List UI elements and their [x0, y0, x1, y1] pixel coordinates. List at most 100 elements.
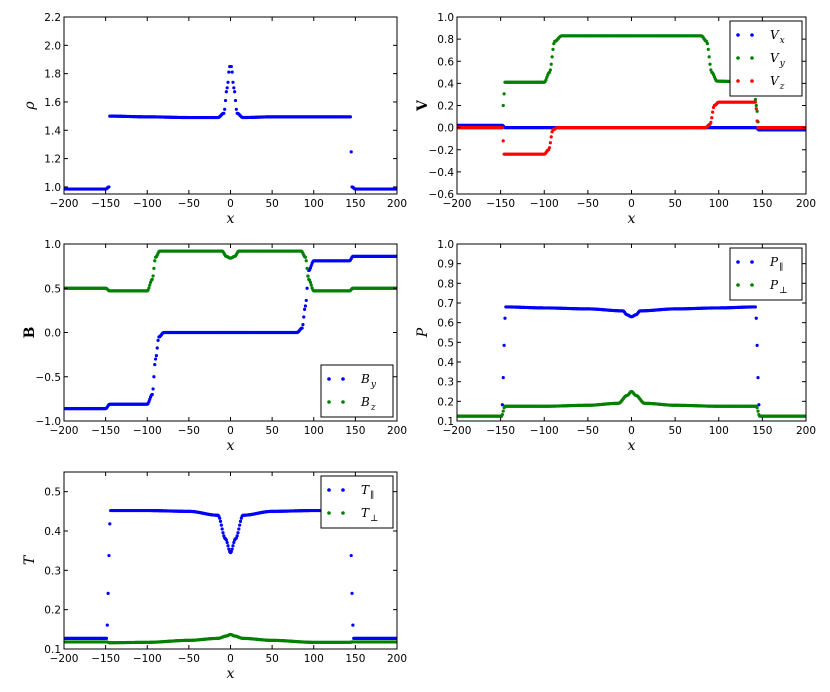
- data-point: [225, 540, 229, 545]
- x-tick-label: −150: [91, 653, 120, 665]
- legend-marker: [327, 511, 331, 515]
- x-tick-label: 100: [709, 425, 729, 437]
- y-tick-label: 0.5: [437, 337, 454, 349]
- y-tick-label: 1.0: [44, 239, 61, 251]
- legend-marker: [341, 377, 345, 381]
- data-point: [238, 523, 242, 527]
- y-tick-label: 0.3: [437, 377, 454, 389]
- data-point: [105, 623, 109, 627]
- data-point: [221, 531, 225, 535]
- data-point: [302, 307, 307, 312]
- series-2: [64, 632, 397, 645]
- data-point: [708, 62, 712, 66]
- chart-panel-3: −200 −150 −100 −50 0 50 100 150 200 −1.0 −0.5 0.0 0.…: [22, 239, 407, 454]
- x-axis-label: x: [227, 666, 235, 682]
- data-point: [235, 534, 239, 538]
- data-point: [707, 55, 711, 59]
- legend-marker: [341, 511, 345, 515]
- data-point: [226, 80, 230, 84]
- chart-panel-5: −200 −150 −100 −50 0 50 100 150 200 0.1 0.2 0.3 0.4 0…: [22, 471, 407, 682]
- x-tick-label: −200: [443, 425, 472, 437]
- x-tick-label: −100: [133, 425, 162, 437]
- legend-entry-2: P⊥: [736, 278, 788, 296]
- data-point: [551, 47, 555, 51]
- y-tick-label: 0.8: [437, 278, 454, 290]
- legend-label: P⊥: [769, 278, 788, 296]
- data-point: [756, 376, 760, 380]
- legend: By Bz: [320, 364, 394, 418]
- data-point: [349, 150, 353, 154]
- x-tick-label: 200: [387, 198, 407, 210]
- y-tick-label: 1.8: [44, 69, 61, 81]
- data-point: [225, 86, 229, 90]
- data-point: [754, 103, 758, 108]
- x-tick-label: 50: [668, 425, 681, 437]
- data-point: [548, 68, 552, 72]
- x-tick-label: 50: [265, 198, 278, 210]
- y-tick-label: 1.6: [44, 97, 61, 109]
- legend: P∥ P⊥: [729, 247, 803, 301]
- data-point: [151, 274, 155, 278]
- legend-marker: [750, 33, 754, 37]
- data-point: [147, 286, 151, 290]
- x-tick-label: 50: [265, 425, 278, 437]
- x-tick-label: −50: [178, 653, 200, 665]
- legend-entry-1: T∥: [327, 483, 374, 501]
- y-tick-label: 0.2: [44, 605, 61, 617]
- series-1: [64, 64, 397, 191]
- legend-marker: [327, 400, 331, 404]
- data-point: [104, 636, 109, 640]
- y-axis-label: V: [415, 99, 431, 112]
- x-tick-label: −200: [50, 653, 79, 665]
- x-tick-label: −200: [443, 198, 472, 210]
- x-axis-label: x: [628, 438, 636, 454]
- data-point: [218, 516, 222, 520]
- data-point: [755, 406, 759, 410]
- x-tick-label: 150: [345, 425, 365, 437]
- x-tick-label: 50: [668, 198, 681, 210]
- y-tick-label: 0.4: [44, 526, 61, 538]
- data-point: [152, 266, 156, 270]
- legend-label: P∥: [769, 255, 783, 273]
- y-tick-label: 0.5: [44, 487, 61, 499]
- data-point: [234, 107, 238, 111]
- y-tick-label: 0.6: [437, 318, 454, 330]
- data-point: [304, 259, 308, 263]
- data-point: [237, 527, 241, 531]
- x-axis-label: x: [227, 211, 235, 227]
- data-point: [303, 304, 308, 308]
- data-point: [148, 283, 152, 287]
- x-tick-label: 50: [265, 653, 278, 665]
- data-point: [155, 346, 159, 350]
- data-point: [223, 98, 228, 103]
- data-point: [706, 47, 710, 51]
- x-axis-label: x: [227, 438, 235, 454]
- x-tick-label: 200: [796, 425, 816, 437]
- data-point: [503, 316, 507, 320]
- data-point: [302, 315, 306, 319]
- data-point: [224, 538, 228, 542]
- legend-marker: [736, 79, 740, 83]
- data-point: [222, 111, 226, 115]
- y-tick-label: 0.7: [437, 298, 454, 310]
- y-axis-label: P: [415, 327, 431, 338]
- chart-panel-4: −200 −150 −100 −50 0 50 100 150 200 0.1 0.2 0.3 0.4 0…: [415, 239, 816, 454]
- data-markers: [64, 64, 397, 191]
- x-tick-label: 0: [628, 198, 635, 210]
- legend-entry-3: Vz: [736, 74, 785, 92]
- x-tick-label: −50: [577, 198, 599, 210]
- data-point: [501, 103, 505, 108]
- y-tick-label: 1.2: [44, 154, 61, 166]
- data-point: [753, 97, 757, 102]
- y-tick-label: 0.4: [437, 357, 454, 369]
- data-point: [305, 286, 309, 290]
- legend-entry-1: By: [327, 372, 377, 390]
- y-tick-label: 0.1: [437, 416, 454, 428]
- data-point: [238, 519, 243, 523]
- data-point: [232, 540, 236, 545]
- data-point: [150, 392, 154, 397]
- data-point: [501, 409, 505, 413]
- data-point: [349, 553, 353, 558]
- data-point: [233, 90, 237, 94]
- y-axis-label: T: [22, 554, 38, 565]
